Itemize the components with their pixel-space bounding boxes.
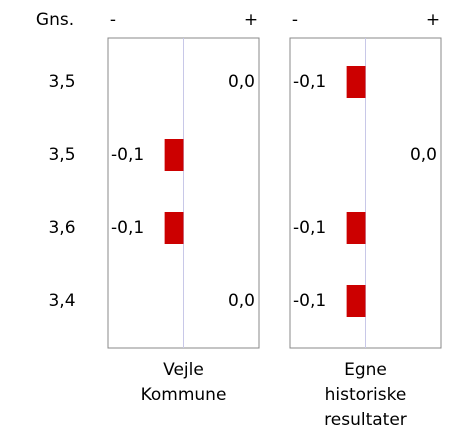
row-label: 3,4 xyxy=(48,291,75,311)
bar xyxy=(346,66,366,98)
panel-title: Kommune xyxy=(141,385,227,405)
value-label: 0,0 xyxy=(228,72,255,92)
value-label: 0,0 xyxy=(410,145,437,165)
panel-title: historiske xyxy=(325,385,407,405)
value-label: 0,0 xyxy=(228,291,255,311)
minus-label: - xyxy=(292,10,298,30)
minus-label: - xyxy=(110,10,116,30)
panel-title: Vejle xyxy=(163,360,204,380)
row-label: 3,5 xyxy=(48,72,75,92)
value-label: -0,1 xyxy=(111,145,144,165)
panel-title: resultater xyxy=(324,410,407,430)
value-label: -0,1 xyxy=(293,291,326,311)
row-header: Gns. xyxy=(36,10,74,30)
panel-title: Egne xyxy=(344,360,387,380)
row-label: 3,5 xyxy=(48,145,75,165)
bar xyxy=(164,212,184,244)
row-label: 3,6 xyxy=(48,218,75,238)
value-label: -0,1 xyxy=(293,218,326,238)
bar xyxy=(346,212,366,244)
value-label: -0,1 xyxy=(293,72,326,92)
bar xyxy=(346,285,366,317)
plus-label: + xyxy=(426,10,440,30)
bar xyxy=(164,139,184,171)
plus-label: + xyxy=(244,10,258,30)
value-label: -0,1 xyxy=(111,218,144,238)
